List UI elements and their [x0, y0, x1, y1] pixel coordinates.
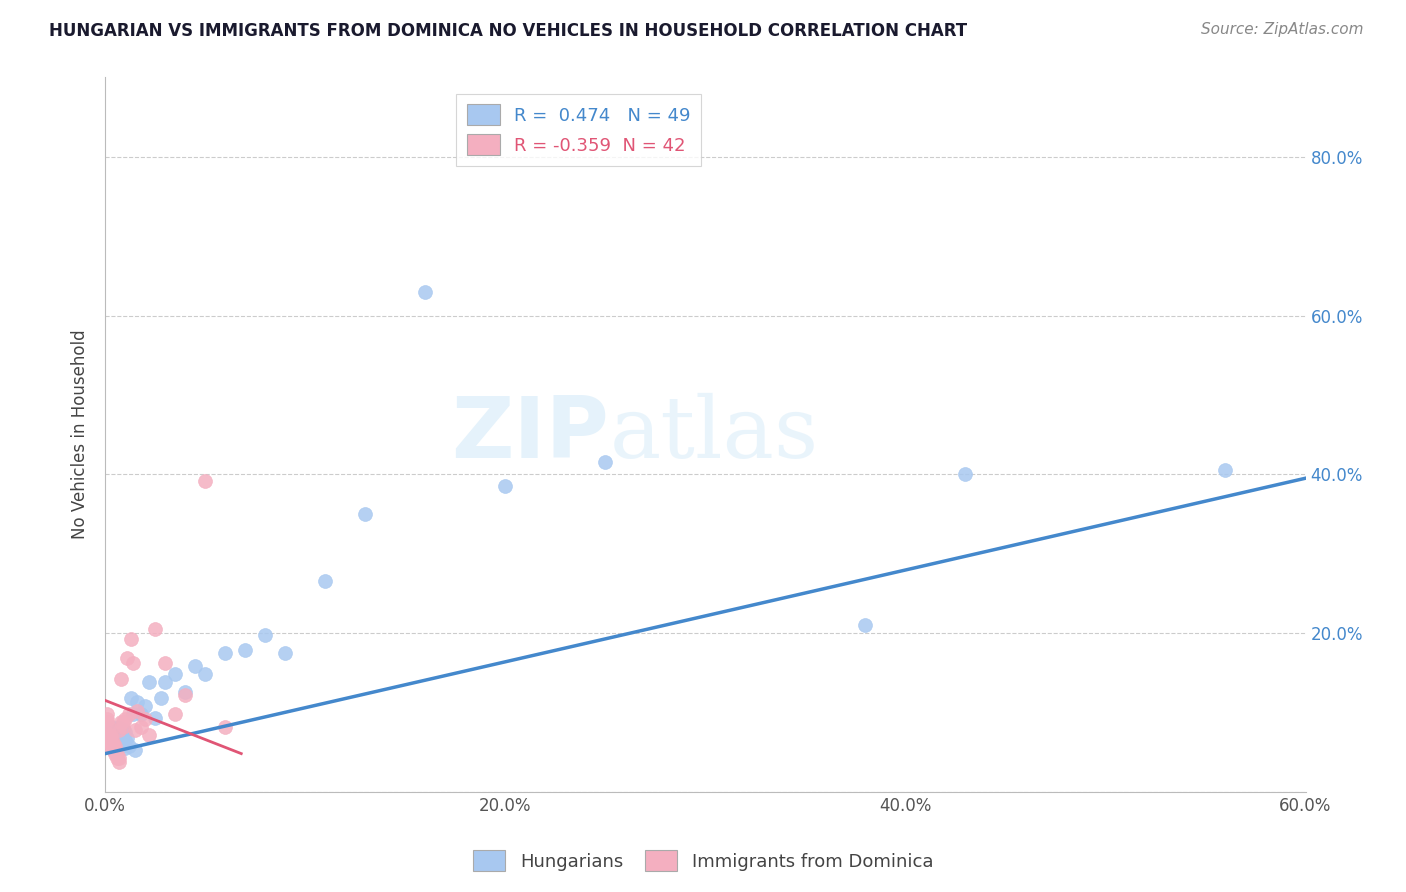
- Point: [129, 720, 152, 734]
- Point: [127, 704, 149, 718]
- Point: [115, 731, 138, 745]
- Point: [96, 706, 118, 721]
- Point: [96, 712, 118, 726]
- Point: [134, 712, 156, 726]
- Point: [413, 285, 436, 299]
- Point: [100, 721, 122, 735]
- Point: [122, 706, 145, 721]
- Point: [104, 721, 127, 735]
- Point: [108, 737, 131, 751]
- Point: [214, 646, 236, 660]
- Point: [108, 751, 131, 765]
- Point: [124, 723, 146, 737]
- Point: [494, 479, 516, 493]
- Point: [103, 743, 125, 757]
- Legend: R =  0.474   N = 49, R = -0.359  N = 42: R = 0.474 N = 49, R = -0.359 N = 42: [457, 94, 702, 166]
- Point: [194, 474, 217, 488]
- Point: [103, 725, 125, 739]
- Point: [274, 646, 297, 660]
- Point: [134, 698, 156, 713]
- Point: [214, 720, 236, 734]
- Text: HUNGARIAN VS IMMIGRANTS FROM DOMINICA NO VEHICLES IN HOUSEHOLD CORRELATION CHART: HUNGARIAN VS IMMIGRANTS FROM DOMINICA NO…: [49, 22, 967, 40]
- Point: [105, 733, 128, 747]
- Point: [100, 725, 122, 739]
- Point: [103, 735, 125, 749]
- Point: [855, 618, 877, 632]
- Point: [165, 667, 187, 681]
- Point: [104, 743, 127, 757]
- Point: [150, 691, 173, 706]
- Point: [129, 706, 152, 721]
- Point: [118, 739, 141, 753]
- Point: [354, 507, 377, 521]
- Text: atlas: atlas: [609, 393, 818, 476]
- Point: [112, 735, 135, 749]
- Point: [105, 725, 128, 739]
- Point: [100, 731, 122, 745]
- Point: [108, 755, 131, 769]
- Point: [233, 643, 256, 657]
- Point: [103, 739, 125, 753]
- Point: [98, 731, 121, 745]
- Text: ZIP: ZIP: [451, 393, 609, 476]
- Point: [105, 741, 128, 756]
- Point: [98, 735, 121, 749]
- Legend: Hungarians, Immigrants from Dominica: Hungarians, Immigrants from Dominica: [465, 843, 941, 879]
- Point: [114, 733, 136, 747]
- Point: [108, 721, 131, 735]
- Point: [108, 723, 131, 737]
- Point: [184, 659, 207, 673]
- Point: [955, 467, 977, 482]
- Point: [115, 651, 138, 665]
- Point: [122, 656, 145, 670]
- Point: [100, 727, 122, 741]
- Point: [100, 735, 122, 749]
- Point: [595, 455, 617, 469]
- Point: [124, 743, 146, 757]
- Point: [110, 672, 132, 686]
- Point: [104, 747, 127, 761]
- Y-axis label: No Vehicles in Household: No Vehicles in Household: [72, 330, 89, 540]
- Point: [104, 737, 127, 751]
- Point: [155, 675, 177, 690]
- Point: [98, 727, 121, 741]
- Point: [114, 725, 136, 739]
- Point: [114, 712, 136, 726]
- Point: [112, 723, 135, 737]
- Point: [174, 685, 197, 699]
- Point: [143, 622, 166, 636]
- Point: [165, 706, 187, 721]
- Point: [105, 747, 128, 761]
- Point: [108, 729, 131, 743]
- Point: [100, 741, 122, 756]
- Point: [127, 695, 149, 709]
- Point: [120, 632, 142, 647]
- Point: [103, 733, 125, 747]
- Point: [194, 667, 217, 681]
- Point: [96, 714, 118, 729]
- Point: [174, 688, 197, 702]
- Point: [314, 574, 336, 589]
- Point: [98, 729, 121, 743]
- Point: [143, 711, 166, 725]
- Point: [138, 675, 160, 690]
- Point: [110, 739, 132, 753]
- Point: [104, 739, 127, 753]
- Point: [110, 714, 132, 729]
- Text: Source: ZipAtlas.com: Source: ZipAtlas.com: [1201, 22, 1364, 37]
- Point: [254, 627, 277, 641]
- Point: [112, 714, 135, 729]
- Point: [105, 751, 128, 765]
- Point: [104, 741, 127, 756]
- Point: [112, 720, 135, 734]
- Point: [155, 656, 177, 670]
- Point: [98, 720, 121, 734]
- Point: [118, 706, 141, 721]
- Point: [1215, 463, 1237, 477]
- Point: [110, 731, 132, 745]
- Point: [120, 691, 142, 706]
- Point: [138, 727, 160, 741]
- Point: [114, 741, 136, 756]
